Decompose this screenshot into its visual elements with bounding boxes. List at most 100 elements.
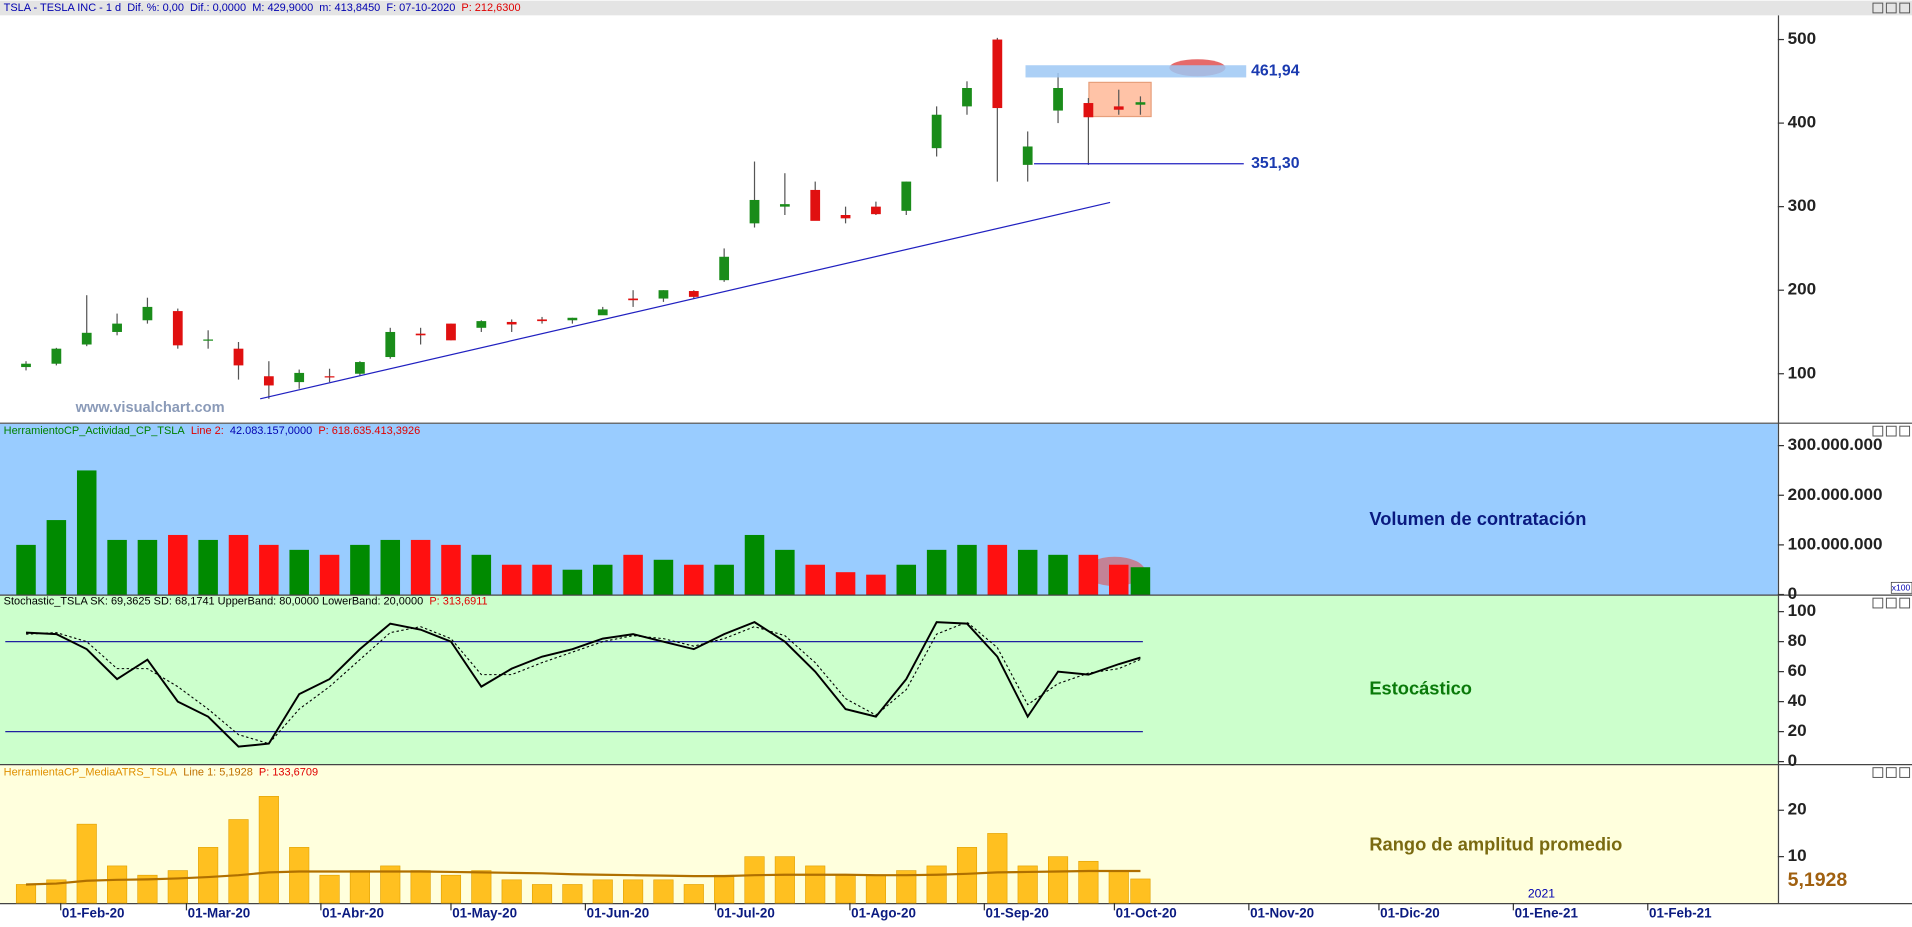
candle-body bbox=[537, 319, 547, 322]
bar bbox=[1109, 564, 1129, 595]
bar bbox=[1017, 865, 1038, 904]
panel-header: P: 313,6911 bbox=[429, 596, 487, 608]
bar bbox=[805, 564, 825, 595]
bar bbox=[289, 549, 309, 595]
bar bbox=[16, 544, 36, 595]
y-tick-label: 300 bbox=[1788, 196, 1816, 215]
level-label: 351,30 bbox=[1251, 155, 1300, 172]
bar bbox=[896, 870, 917, 904]
candle-body bbox=[324, 376, 335, 378]
bar bbox=[167, 870, 188, 904]
bar bbox=[107, 539, 127, 595]
y-tick-label: 20 bbox=[1788, 800, 1807, 819]
bar bbox=[259, 544, 279, 595]
bar bbox=[380, 865, 401, 904]
stochastic-line bbox=[25, 621, 1141, 748]
panel-header: Stochastic_TSLA SK: 69,3625 SD: 68,1741 … bbox=[4, 596, 424, 608]
bar bbox=[1047, 856, 1069, 904]
bar bbox=[835, 874, 856, 904]
x-tick-label: 01-Jun-20 bbox=[587, 906, 650, 921]
y-tick-label: 40 bbox=[1788, 691, 1807, 710]
bar bbox=[289, 847, 310, 904]
y-tick-label: 300.000.000 bbox=[1788, 435, 1883, 454]
panel-header: P: 618.635.413,3926 bbox=[318, 425, 420, 437]
candle-body bbox=[355, 362, 365, 374]
candle-body bbox=[233, 348, 244, 366]
bar bbox=[198, 539, 218, 595]
bar bbox=[957, 544, 977, 595]
bar bbox=[1048, 554, 1068, 595]
x-tick-label: 01-May-20 bbox=[452, 906, 517, 921]
bar bbox=[866, 574, 886, 595]
x-tick-label: 01-Abr-20 bbox=[322, 906, 384, 921]
bar bbox=[410, 539, 431, 595]
panel-header: F: 07-10-2020 bbox=[386, 2, 455, 14]
y-tick-label: 100 bbox=[1788, 363, 1816, 382]
x-tick-label: 01-Dic-20 bbox=[1380, 906, 1440, 921]
bar bbox=[714, 874, 735, 904]
bar bbox=[1108, 870, 1129, 904]
panel-header: 42.083.157,0000 bbox=[230, 425, 312, 437]
resistance-band bbox=[1025, 65, 1247, 78]
candle-body bbox=[901, 181, 912, 211]
bar bbox=[592, 879, 613, 904]
panel-header: Dif. %: 0,00 bbox=[127, 2, 184, 14]
bar bbox=[744, 534, 765, 595]
bar bbox=[775, 549, 795, 595]
bar bbox=[46, 520, 67, 595]
bar bbox=[440, 874, 462, 904]
bar bbox=[744, 856, 765, 904]
candle-body bbox=[931, 114, 942, 149]
header-bar bbox=[0, 0, 1912, 16]
bar bbox=[531, 884, 553, 904]
bar bbox=[987, 544, 1008, 595]
y-tick-label: 200 bbox=[1788, 280, 1816, 299]
candle-body bbox=[1135, 102, 1146, 105]
candle-body bbox=[294, 372, 305, 383]
y-tick-label: 10 bbox=[1788, 846, 1807, 865]
candle-body bbox=[688, 291, 699, 297]
bar bbox=[107, 865, 128, 904]
bar bbox=[532, 564, 552, 595]
level-label: 461,94 bbox=[1251, 63, 1300, 80]
panel-header: M: 429,9000 bbox=[252, 2, 313, 14]
y-tick-label: 0 bbox=[1788, 751, 1798, 770]
panel-title: Rango de amplitud promedio bbox=[1369, 834, 1622, 855]
bar bbox=[714, 564, 734, 595]
bar bbox=[15, 884, 37, 904]
panel-title: Volumen de contratación bbox=[1369, 508, 1586, 529]
last-value: 5,1928 bbox=[1788, 869, 1848, 891]
candle-body bbox=[263, 376, 274, 386]
y-tick-label: 400 bbox=[1788, 113, 1816, 132]
y-tick-label: 100.000.000 bbox=[1788, 534, 1883, 553]
bar bbox=[471, 870, 492, 904]
bar bbox=[350, 544, 370, 595]
bar bbox=[228, 534, 249, 595]
candle-body bbox=[203, 339, 214, 341]
bar bbox=[137, 539, 158, 595]
candle-body bbox=[719, 256, 730, 281]
axis-area bbox=[1777, 423, 1912, 904]
bar bbox=[683, 884, 704, 904]
candle-body bbox=[506, 321, 517, 325]
bar bbox=[410, 870, 431, 904]
panel-header: P: 212,6300 bbox=[461, 2, 520, 14]
candle-body bbox=[658, 290, 669, 299]
average-line bbox=[25, 869, 1141, 886]
bar bbox=[653, 879, 674, 904]
bar bbox=[684, 564, 704, 595]
candle-body bbox=[476, 321, 487, 328]
candle-body bbox=[871, 206, 881, 215]
bar bbox=[1017, 549, 1038, 595]
candle-body bbox=[567, 317, 578, 321]
bar bbox=[501, 564, 522, 595]
bar bbox=[76, 823, 97, 904]
bar bbox=[623, 554, 643, 595]
y-tick-label: 500 bbox=[1788, 29, 1816, 48]
bar bbox=[1078, 554, 1099, 595]
panel-header: Line 1: 5,1928 bbox=[183, 766, 253, 778]
window-controls bbox=[1872, 2, 1911, 778]
panel-header: Dif.: 0,0000 bbox=[190, 2, 246, 14]
